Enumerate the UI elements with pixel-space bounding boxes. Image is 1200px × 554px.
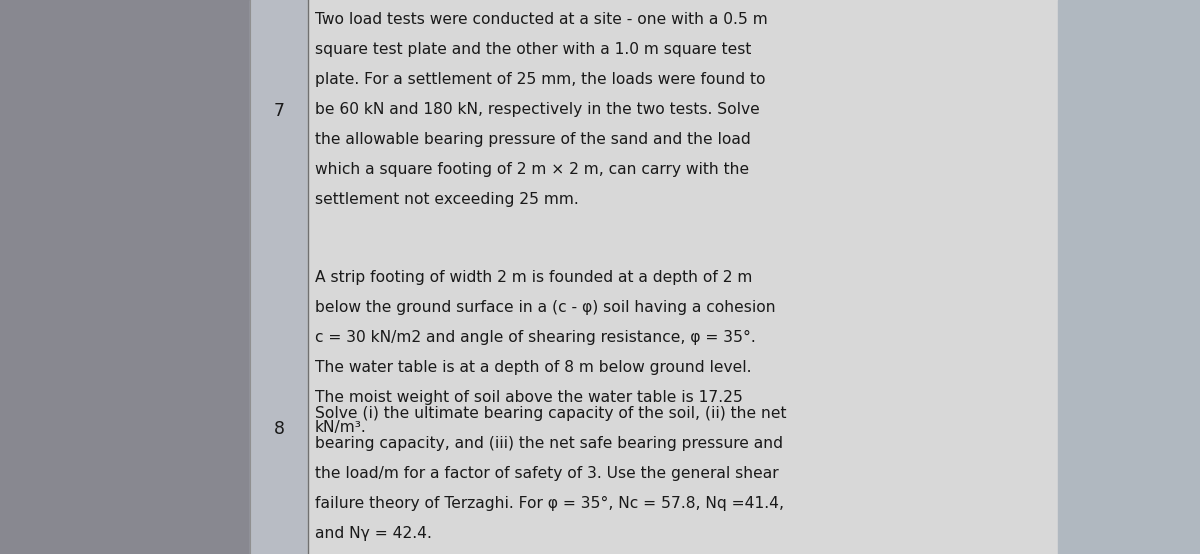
Text: Solve (i) the ultimate bearing capacity of the soil, (ii) the net: Solve (i) the ultimate bearing capacity … (314, 406, 786, 421)
Text: which a square footing of 2 m × 2 m, can carry with the: which a square footing of 2 m × 2 m, can… (314, 162, 749, 177)
Bar (1058, 0, 1200, 554)
Text: plate. For a settlement of 25 mm, the loads were found to: plate. For a settlement of 25 mm, the lo… (314, 72, 766, 87)
Text: below the ground surface in a (c - φ) soil having a cohesion: below the ground surface in a (c - φ) so… (314, 300, 775, 315)
Text: c = 30 kN/m2 and angle of shearing resistance, φ = 35°.: c = 30 kN/m2 and angle of shearing resis… (314, 330, 756, 345)
Bar (308, 0, 1058, 554)
Text: be 60 kN and 180 kN, respectively in the two tests. Solve: be 60 kN and 180 kN, respectively in the… (314, 102, 760, 117)
Text: and Nγ = 42.4.: and Nγ = 42.4. (314, 526, 432, 541)
Text: A strip footing of width 2 m is founded at a depth of 2 m: A strip footing of width 2 m is founded … (314, 270, 752, 285)
Text: settlement not exceeding 25 mm.: settlement not exceeding 25 mm. (314, 192, 578, 207)
Text: The water table is at a depth of 8 m below ground level.: The water table is at a depth of 8 m bel… (314, 360, 751, 375)
Text: 8: 8 (274, 420, 284, 438)
Text: the load/m for a factor of safety of 3. Use the general shear: the load/m for a factor of safety of 3. … (314, 466, 779, 481)
Text: The moist weight of soil above the water table is 17.25: The moist weight of soil above the water… (314, 390, 743, 405)
Text: the allowable bearing pressure of the sand and the load: the allowable bearing pressure of the sa… (314, 132, 751, 147)
Bar (250, 0, 308, 554)
Text: Two load tests were conducted at a site - one with a 0.5 m: Two load tests were conducted at a site … (314, 12, 768, 27)
Text: square test plate and the other with a 1.0 m square test: square test plate and the other with a 1… (314, 42, 751, 57)
Text: 7: 7 (274, 102, 284, 120)
Bar (0, 0, 250, 554)
Text: kN/m³.: kN/m³. (314, 420, 367, 435)
Text: failure theory of Terzaghi. For φ = 35°, Nc = 57.8, Nq =41.4,: failure theory of Terzaghi. For φ = 35°,… (314, 496, 784, 511)
Text: bearing capacity, and (iii) the net safe bearing pressure and: bearing capacity, and (iii) the net safe… (314, 436, 784, 451)
